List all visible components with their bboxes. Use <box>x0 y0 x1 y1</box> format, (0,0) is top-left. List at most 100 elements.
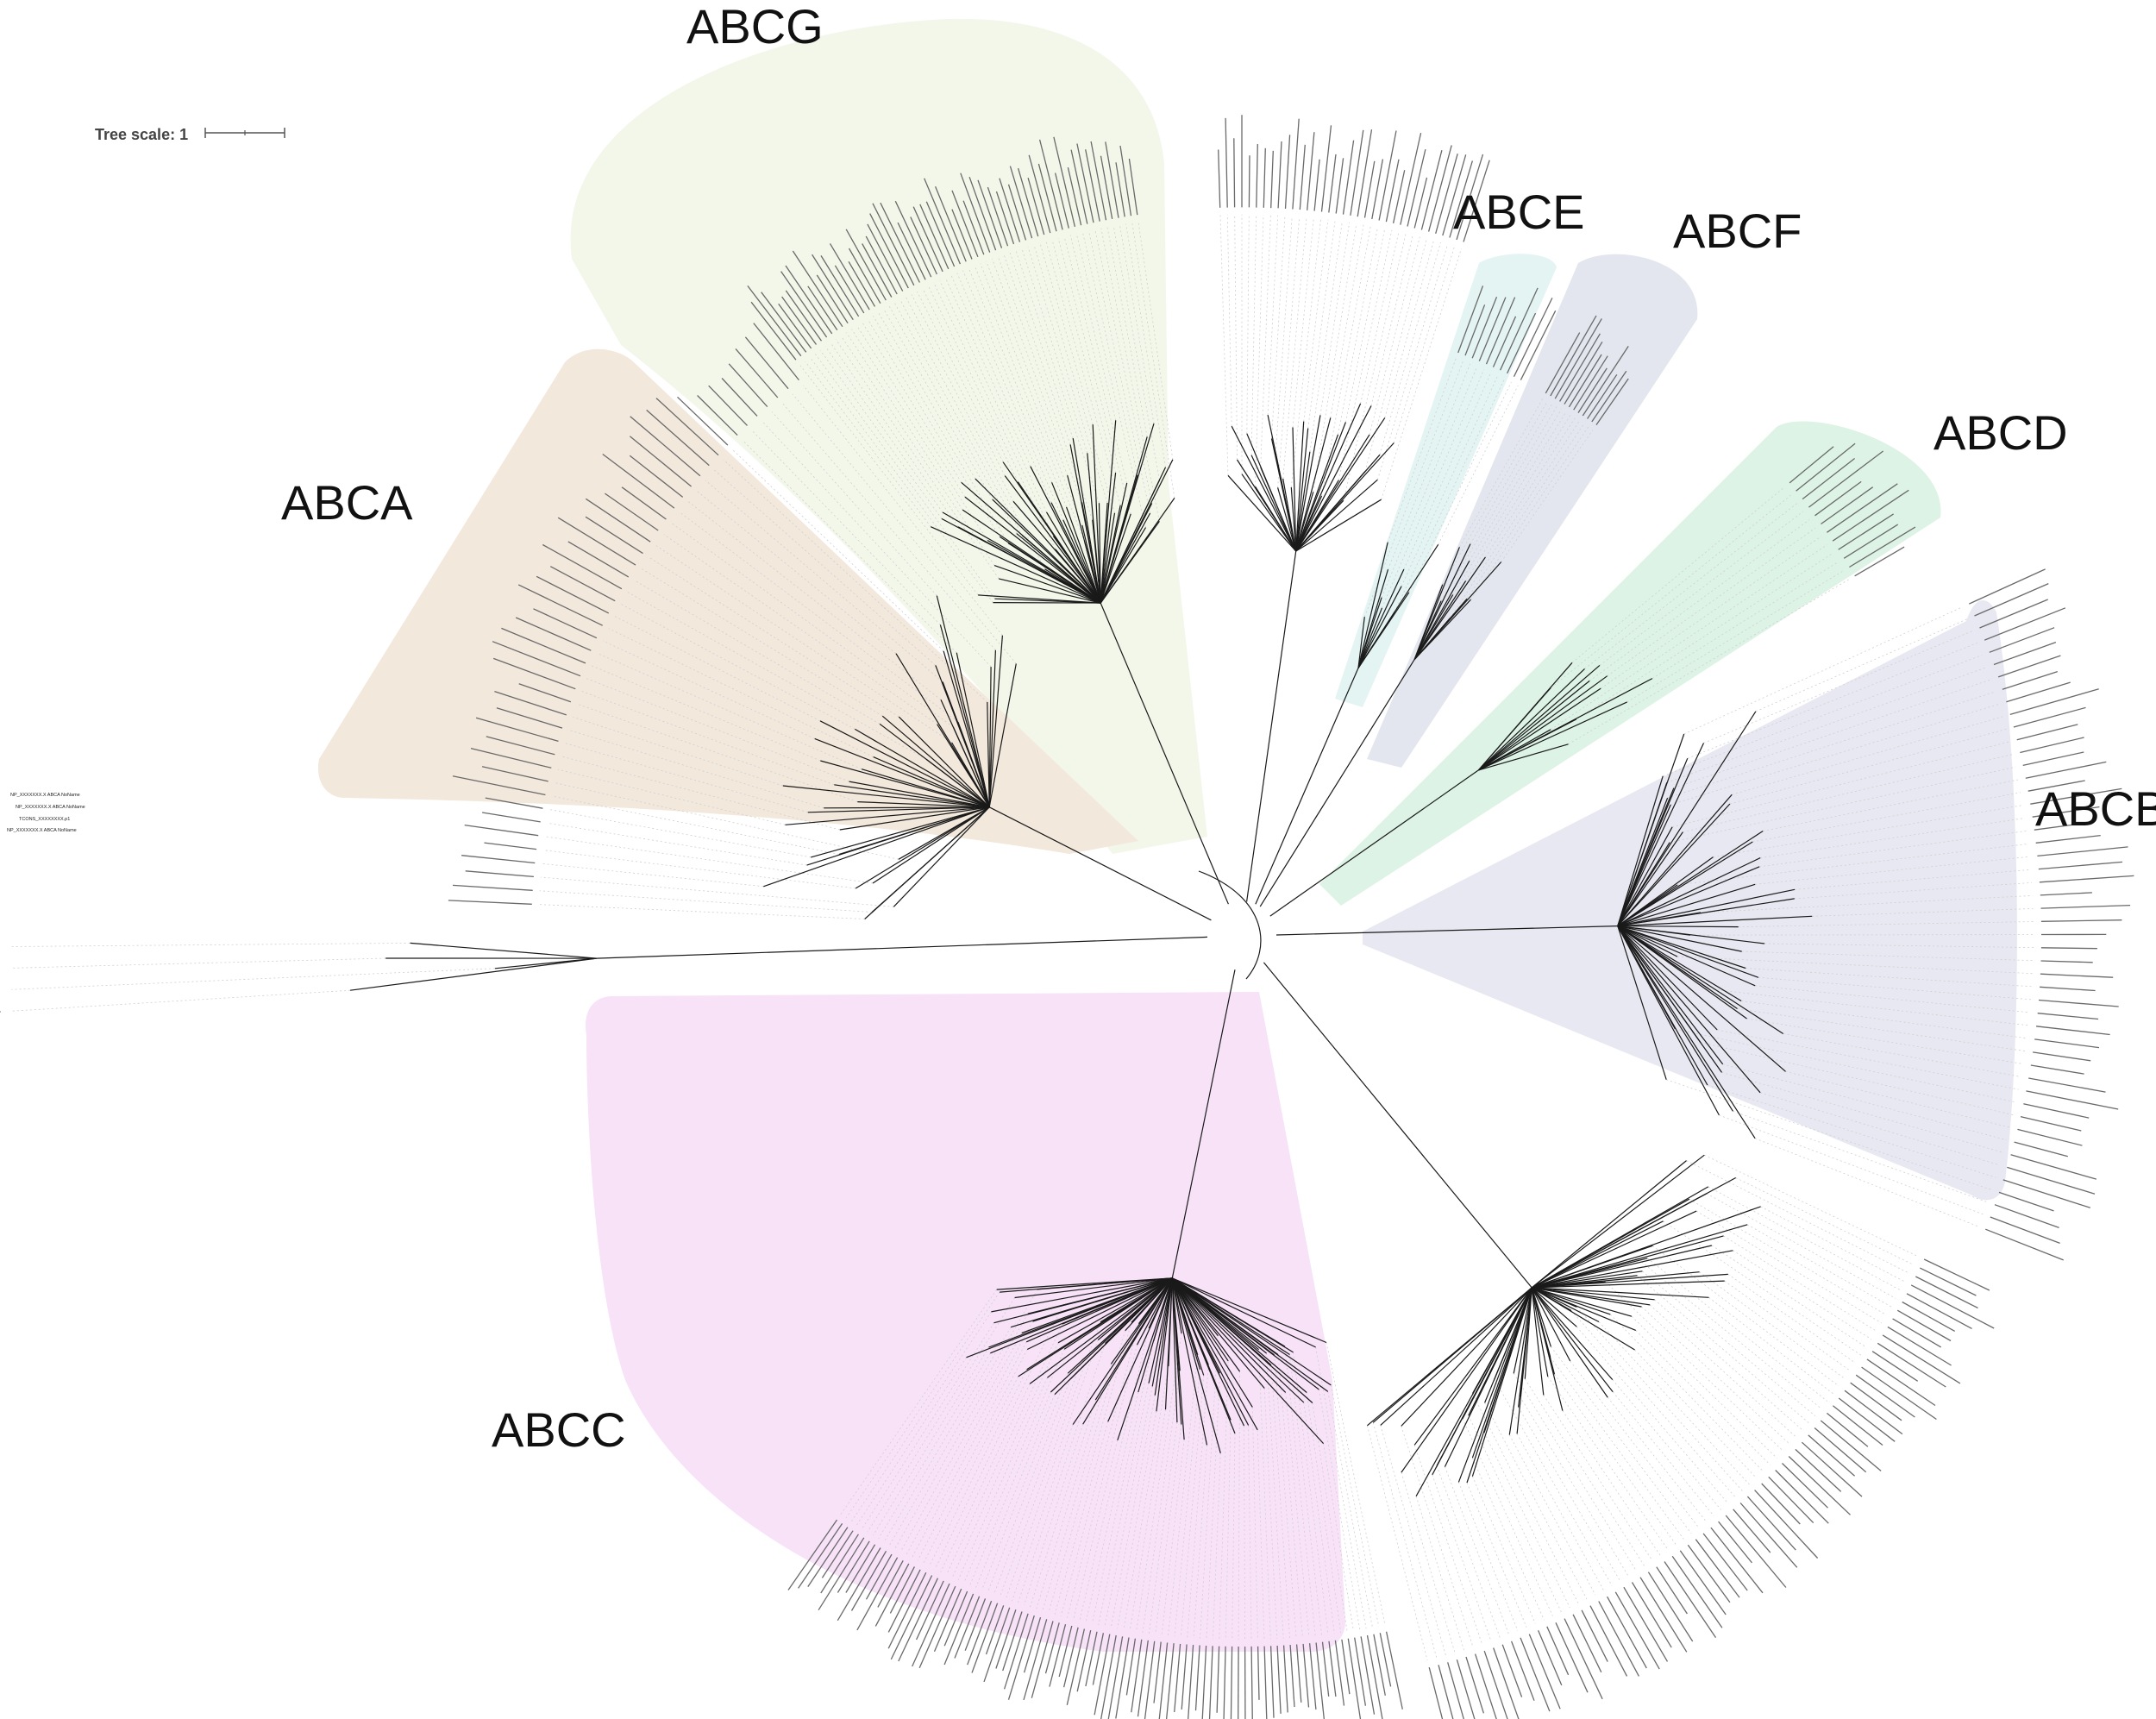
leaf-branch <box>1532 1287 1655 1301</box>
leaf-branch <box>1151 1277 1173 1387</box>
leaf-branch <box>1617 925 1756 1139</box>
leaf-label-block <box>1270 150 1274 209</box>
leaf-label-block <box>919 204 950 270</box>
leaf-branch <box>975 478 1101 604</box>
leaf-branch <box>1478 718 1577 771</box>
leaf-branch <box>1171 1277 1332 1386</box>
leaf-branch <box>1477 662 1573 771</box>
leaf-guide <box>1754 1138 1979 1227</box>
leaf-label-block <box>821 1530 854 1578</box>
leaf-guide <box>1755 856 2030 885</box>
leaf-guide <box>856 325 966 498</box>
leaf-branch <box>1531 1287 1600 1323</box>
leaf-branch <box>820 760 990 808</box>
leaf-label-block <box>518 683 572 703</box>
leaf-label-block <box>1587 373 1618 419</box>
leaf-label-block <box>585 498 651 543</box>
leaf-guide <box>1219 214 1229 476</box>
trunk-branch <box>1100 602 1229 905</box>
leaf-label-block <box>962 200 985 255</box>
leaf-label-block <box>812 254 854 321</box>
leaf-label-block <box>1165 1643 1175 1719</box>
leaf-guide <box>1704 1154 1918 1257</box>
leaf-label-block <box>2037 846 2128 857</box>
leaf-label-block <box>785 265 833 335</box>
leaf-label-block <box>1066 1628 1086 1705</box>
leaf-guide <box>1381 248 1462 500</box>
leaf-branch <box>1295 405 1372 552</box>
leaf-label-block <box>536 575 610 614</box>
leaf-branch <box>1372 1287 1532 1423</box>
leaf-guide <box>1282 216 1307 479</box>
leaf-guide <box>1612 1379 1722 1510</box>
leaf-label-block <box>1009 166 1033 239</box>
leaf-label-block <box>820 255 860 317</box>
leaf-branch <box>1617 898 1795 927</box>
leaf-branch <box>1171 1277 1185 1440</box>
leaf-label-block <box>1687 1544 1731 1603</box>
leaf-guide <box>981 1373 1069 1590</box>
leaf-label-block <box>1053 136 1076 228</box>
leaf-guide <box>1338 227 1378 435</box>
clade-region-abcg <box>570 18 1207 854</box>
leaf-label-block <box>1559 333 1601 402</box>
leaf-label-block <box>1100 155 1113 220</box>
leaf-guide <box>1380 1425 1446 1656</box>
leaf-branch <box>1295 415 1321 552</box>
leaf-branch <box>956 652 990 807</box>
leaf-label-block <box>515 617 592 651</box>
leaf-branch <box>1531 1287 1551 1358</box>
leaf-guide <box>1069 235 1117 421</box>
leaf-label-block <box>1017 167 1039 237</box>
leaf-guide <box>1063 236 1128 484</box>
leaf-guide <box>1686 1160 1909 1274</box>
leaf-label-block <box>1510 1641 1535 1701</box>
leaf-guide <box>1794 882 2032 900</box>
leaf-branch <box>1295 499 1344 552</box>
leaf-guide <box>1267 215 1279 416</box>
leaf-label-block <box>1989 627 2055 653</box>
leaf-label-block <box>1181 1644 1188 1710</box>
leaf-guide <box>1605 1281 1784 1452</box>
leaf-branch <box>1357 568 1405 668</box>
leaf-label-block <box>1877 1342 1946 1388</box>
leaf-branch <box>1531 1220 1664 1289</box>
leaf-label-block <box>1474 1653 1497 1719</box>
leaf-branch <box>1617 711 1757 926</box>
leaf-label-block <box>1360 1636 1376 1715</box>
leaf-guide <box>621 604 856 730</box>
leaf-label-block <box>1413 177 1428 229</box>
leaf-label-block <box>889 1566 915 1614</box>
leaf-branch <box>1295 428 1309 552</box>
leaf-label-block <box>1555 1622 1589 1693</box>
clade-label-abca: ABCA <box>281 475 413 530</box>
leaf-label-block <box>1438 1665 1454 1719</box>
leaf-guide <box>1607 527 1816 677</box>
leaf-branch <box>1531 1160 1687 1289</box>
leaf-guide <box>805 361 931 527</box>
leaf-label-block <box>1223 1646 1226 1719</box>
leaf-guide <box>933 283 1054 536</box>
leaf-label-block <box>1671 1555 1723 1628</box>
leaf-guide <box>1570 1310 1736 1498</box>
leaf-guide <box>1174 1369 1200 1637</box>
leaf-branch <box>1617 925 1746 969</box>
leaf-guide <box>540 876 894 907</box>
leaf-branch <box>1032 1277 1173 1322</box>
leaf-label-block <box>1313 159 1320 211</box>
leaf-label-block <box>605 492 659 531</box>
leaf-guide <box>1646 1258 1827 1402</box>
leaf-label-block <box>781 296 818 345</box>
leaf-label-block <box>655 398 719 456</box>
leaf-guide <box>627 592 927 760</box>
leaf-label-block <box>1218 149 1221 208</box>
leaf-label-block <box>1094 1634 1111 1716</box>
leaf-branch <box>873 756 990 808</box>
leaf-label-block <box>464 824 539 837</box>
leaf-branch <box>1513 1287 1532 1374</box>
leaf-guide <box>1687 643 1978 759</box>
leaf-label-block <box>1263 147 1266 208</box>
leaf-branch <box>1171 1277 1325 1445</box>
leaf-guide <box>1129 1409 1166 1631</box>
leaf-guide <box>1663 655 1983 777</box>
